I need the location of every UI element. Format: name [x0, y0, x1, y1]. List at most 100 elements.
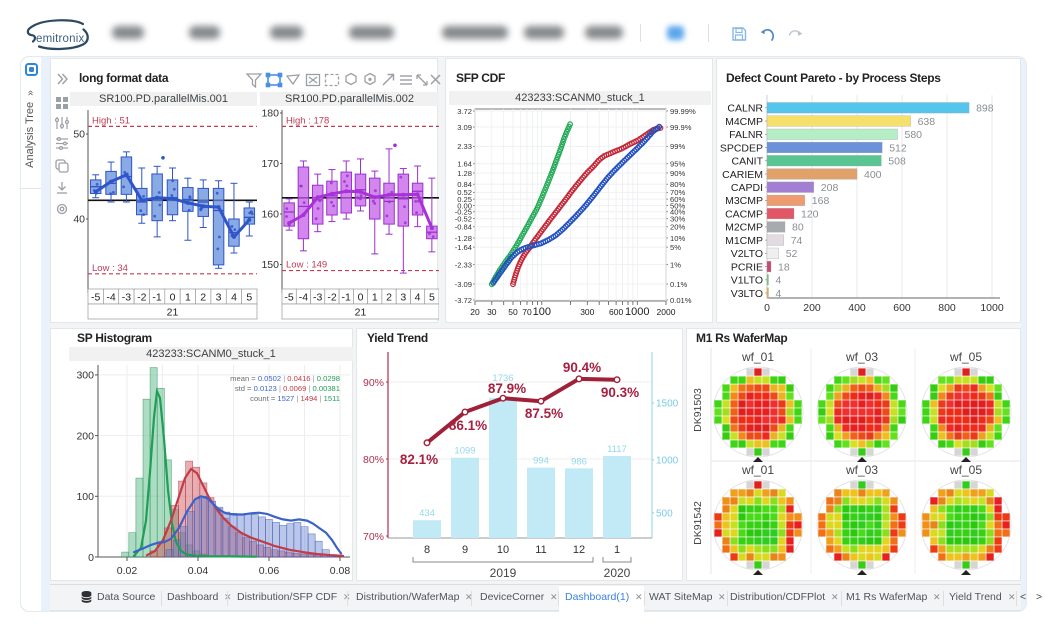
- svg-text:3.09: 3.09: [457, 123, 472, 132]
- svg-text:0.25: 0.25: [457, 195, 472, 204]
- svg-text:0: 0: [764, 302, 770, 314]
- svg-text:50: 50: [508, 307, 518, 317]
- svg-text:2000: 2000: [657, 307, 676, 317]
- svg-text:-3.72: -3.72: [455, 296, 472, 305]
- svg-text:Low : 149: Low : 149: [286, 260, 327, 271]
- svg-text:168: 168: [812, 195, 830, 207]
- svg-text:0.01%: 0.01%: [670, 296, 692, 305]
- svg-text:DK91503: DK91503: [692, 388, 704, 432]
- svg-text:V2LTO: V2LTO: [731, 248, 763, 260]
- svg-text:508: 508: [888, 156, 906, 168]
- svg-text:-3.09: -3.09: [455, 280, 472, 289]
- svg-text:70%: 70%: [670, 188, 685, 197]
- svg-text:2.33: 2.33: [457, 142, 472, 151]
- svg-text:wf_03: wf_03: [845, 350, 878, 364]
- svg-text:20: 20: [470, 307, 480, 317]
- svg-text:CARIEM: CARIEM: [722, 169, 763, 181]
- svg-text:2019: 2019: [490, 566, 517, 580]
- svg-text:CANIT: CANIT: [732, 156, 764, 168]
- svg-text:21: 21: [167, 307, 179, 319]
- svg-text:600: 600: [609, 307, 623, 317]
- svg-text:52: 52: [786, 248, 798, 260]
- svg-text:86.1%: 86.1%: [449, 418, 487, 433]
- svg-text:Low : 34: Low : 34: [92, 263, 128, 274]
- svg-text:50%: 50%: [670, 201, 685, 210]
- svg-text:898: 898: [976, 103, 994, 115]
- svg-text:1.28: 1.28: [457, 169, 472, 178]
- svg-text:emitronix: emitronix: [36, 33, 85, 45]
- svg-text:994: 994: [533, 456, 549, 467]
- svg-text:4: 4: [231, 292, 237, 304]
- svg-text:87.5%: 87.5%: [525, 406, 563, 421]
- svg-text:30: 30: [487, 307, 497, 317]
- svg-text:80%: 80%: [670, 180, 685, 189]
- svg-text:1736: 1736: [492, 373, 513, 384]
- svg-text:90%: 90%: [363, 377, 384, 389]
- svg-text:-0.25: -0.25: [455, 208, 472, 217]
- svg-text:SPCDEP: SPCDEP: [720, 142, 763, 154]
- svg-text:4: 4: [415, 292, 421, 304]
- svg-text:0.52: 0.52: [457, 188, 472, 197]
- svg-text:600: 600: [893, 302, 911, 314]
- svg-text:3: 3: [216, 292, 222, 304]
- svg-text:2: 2: [386, 292, 392, 304]
- svg-text:87.9%: 87.9%: [488, 381, 526, 396]
- svg-text:1000: 1000: [656, 456, 679, 467]
- svg-text:1%: 1%: [670, 261, 681, 270]
- svg-text:-0.52: -0.52: [455, 215, 472, 224]
- svg-text:18: 18: [778, 261, 790, 273]
- svg-text:-1.64: -1.64: [455, 243, 472, 252]
- svg-text:-5: -5: [284, 292, 293, 304]
- svg-text:3: 3: [400, 292, 406, 304]
- svg-text:5: 5: [429, 292, 435, 304]
- svg-text:1500: 1500: [656, 399, 679, 410]
- svg-text:5: 5: [246, 292, 252, 304]
- svg-text:mean = 0.0502 | 0.0416 | 0.029: mean = 0.0502 | 0.0416 | 0.0298: [230, 374, 340, 383]
- svg-text:40%: 40%: [670, 208, 685, 217]
- svg-text:High : 178: High : 178: [286, 115, 329, 126]
- svg-text:-5: -5: [91, 292, 100, 304]
- svg-text:150: 150: [261, 259, 279, 271]
- svg-text:638: 638: [918, 116, 936, 128]
- svg-text:High : 51: High : 51: [92, 115, 130, 126]
- svg-text:wf_03: wf_03: [845, 463, 878, 477]
- svg-text:160: 160: [261, 209, 279, 221]
- svg-text:wf_01: wf_01: [741, 350, 774, 364]
- svg-text:FALNR: FALNR: [729, 129, 763, 141]
- svg-text:-2: -2: [327, 292, 336, 304]
- svg-text:PCRIE: PCRIE: [731, 261, 763, 273]
- svg-text:10: 10: [497, 544, 509, 556]
- svg-text:0: 0: [358, 292, 364, 304]
- svg-text:1: 1: [372, 292, 378, 304]
- svg-text:10%: 10%: [670, 234, 685, 243]
- svg-text:1117: 1117: [607, 444, 627, 455]
- svg-text:180: 180: [261, 108, 279, 120]
- svg-text:1000: 1000: [980, 302, 1004, 314]
- svg-text:0.08: 0.08: [330, 565, 351, 577]
- svg-text:120: 120: [801, 208, 819, 220]
- svg-text:M4CMP: M4CMP: [725, 116, 763, 128]
- svg-text:std = 0.0123 | 0.0069 | 0.0038: std = 0.0123 | 0.0069 | 0.00381: [235, 384, 340, 393]
- svg-text:9: 9: [462, 544, 468, 556]
- svg-text:0.00: 0.00: [457, 201, 472, 210]
- svg-text:0.84: 0.84: [457, 180, 472, 189]
- svg-text:0.06: 0.06: [259, 565, 280, 577]
- svg-text:170: 170: [261, 158, 279, 170]
- svg-text:500: 500: [656, 509, 673, 520]
- svg-text:CALNR: CALNR: [727, 103, 763, 115]
- svg-text:1.64: 1.64: [457, 160, 472, 169]
- svg-text:V1LTO: V1LTO: [731, 275, 763, 287]
- svg-text:wf_05: wf_05: [949, 463, 982, 477]
- svg-text:80: 80: [792, 222, 804, 234]
- svg-text:434: 434: [419, 508, 435, 519]
- svg-text:-1: -1: [342, 292, 351, 304]
- svg-text:90%: 90%: [670, 169, 685, 178]
- svg-text:CAPDI: CAPDI: [731, 182, 763, 194]
- svg-text:1: 1: [185, 292, 191, 304]
- svg-text:70%: 70%: [363, 531, 384, 543]
- svg-text:400: 400: [848, 302, 866, 314]
- svg-text:-2: -2: [137, 292, 146, 304]
- svg-text:90.4%: 90.4%: [563, 360, 601, 375]
- svg-text:986: 986: [571, 456, 587, 467]
- svg-text:21: 21: [355, 307, 367, 319]
